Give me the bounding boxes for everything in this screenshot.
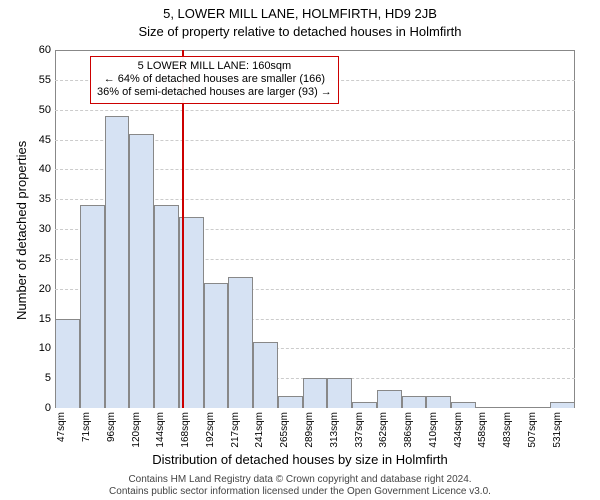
y-tick-label: 55: [25, 74, 51, 86]
x-tick-label: 483sqm: [502, 412, 513, 448]
y-tick-label: 25: [25, 253, 51, 265]
x-tick-label: 217sqm: [230, 412, 241, 448]
histogram-bar: [80, 205, 105, 408]
y-tick-label: 10: [25, 342, 51, 354]
x-tick-label: 531sqm: [552, 412, 563, 448]
histogram-bar: [253, 342, 278, 408]
annotation-line3: 36% of semi-detached houses are larger (…: [97, 86, 332, 99]
x-tick-label: 386sqm: [403, 412, 414, 448]
annotation-box: 5 LOWER MILL LANE: 160sqm ← 64% of detac…: [90, 56, 339, 104]
chart-title: 5, LOWER MILL LANE, HOLMFIRTH, HD9 2JB: [0, 6, 600, 21]
x-tick-label: 313sqm: [329, 412, 340, 448]
x-tick-label: 265sqm: [279, 412, 290, 448]
histogram-bar: [501, 407, 526, 408]
footnote-2: Contains public sector information licen…: [0, 486, 600, 497]
y-tick-label: 5: [25, 372, 51, 384]
y-tick-label: 15: [25, 313, 51, 325]
histogram-bar: [303, 378, 328, 408]
histogram-bar: [105, 116, 130, 408]
histogram-bar: [327, 378, 352, 408]
y-tick-label: 35: [25, 193, 51, 205]
gridline: [55, 110, 575, 111]
x-tick-label: 458sqm: [477, 412, 488, 448]
y-tick-label: 20: [25, 283, 51, 295]
histogram-bar: [204, 283, 229, 408]
histogram-bar: [55, 319, 80, 409]
footnote-1: Contains HM Land Registry data © Crown c…: [0, 474, 600, 485]
y-tick-label: 0: [25, 402, 51, 414]
annotation-line1: 5 LOWER MILL LANE: 160sqm: [97, 60, 332, 73]
x-tick-label: 434sqm: [453, 412, 464, 448]
histogram-bar: [377, 390, 402, 408]
x-tick-label: 120sqm: [131, 412, 142, 448]
histogram-bar: [154, 205, 179, 408]
histogram-bar: [451, 402, 476, 408]
histogram-bar: [352, 402, 377, 408]
x-tick-label: 144sqm: [155, 412, 166, 448]
chart-container: 5, LOWER MILL LANE, HOLMFIRTH, HD9 2JB S…: [0, 0, 600, 500]
plot-area: 051015202530354045505560 47sqm71sqm96sqm…: [55, 50, 575, 408]
x-axis-label: Distribution of detached houses by size …: [0, 452, 600, 467]
chart-subtitle: Size of property relative to detached ho…: [0, 24, 600, 39]
y-tick-label: 60: [25, 44, 51, 56]
histogram-bar: [278, 396, 303, 408]
annotation-line2: ← 64% of detached houses are smaller (16…: [97, 73, 332, 86]
y-tick-label: 40: [25, 163, 51, 175]
x-tick-label: 71sqm: [81, 412, 92, 442]
x-tick-label: 168sqm: [180, 412, 191, 448]
histogram-bar: [228, 277, 253, 408]
x-tick-label: 192sqm: [205, 412, 216, 448]
x-tick-label: 507sqm: [527, 412, 538, 448]
x-tick-label: 241sqm: [254, 412, 265, 448]
x-tick-label: 289sqm: [304, 412, 315, 448]
y-tick-label: 30: [25, 223, 51, 235]
histogram-bar: [476, 407, 501, 408]
histogram-bar: [525, 407, 550, 408]
y-tick-label: 45: [25, 134, 51, 146]
y-tick-label: 50: [25, 104, 51, 116]
x-tick-label: 96sqm: [106, 412, 117, 442]
x-tick-label: 362sqm: [378, 412, 389, 448]
histogram-bar: [426, 396, 451, 408]
x-tick-label: 410sqm: [428, 412, 439, 448]
histogram-bar: [129, 134, 154, 408]
x-tick-label: 337sqm: [354, 412, 365, 448]
histogram-bar: [402, 396, 427, 408]
histogram-bar: [550, 402, 575, 408]
x-tick-label: 47sqm: [56, 412, 67, 442]
reference-line: [182, 50, 184, 408]
